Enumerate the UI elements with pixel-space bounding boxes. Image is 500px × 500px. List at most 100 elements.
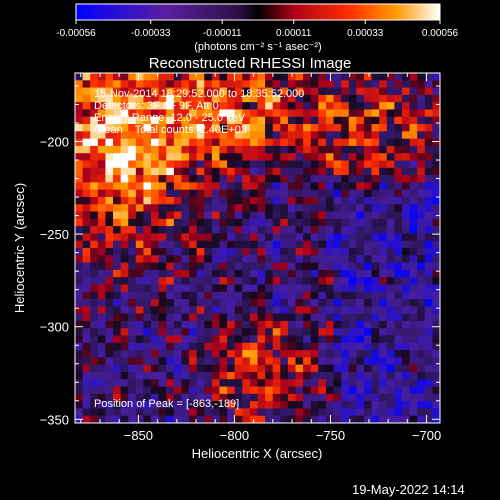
heatmap-cell — [272, 313, 281, 322]
heatmap-cell — [356, 175, 365, 183]
heatmap-cell — [341, 313, 350, 322]
heatmap-cell — [242, 124, 251, 132]
heatmap-cell — [135, 138, 144, 147]
heatmap-cell — [151, 379, 159, 387]
heatmap-cell — [394, 109, 403, 118]
heatmap-cell — [189, 313, 197, 322]
heatmap-cell — [75, 255, 83, 263]
heatmap-cell — [82, 401, 91, 409]
heatmap-cell — [325, 189, 334, 198]
heatmap-cell — [348, 262, 357, 271]
heatmap-cell — [310, 269, 319, 278]
heatmap-cell — [325, 80, 334, 88]
heatmap-cell — [424, 182, 433, 190]
heatmap-cell — [227, 204, 235, 212]
heatmap-cell — [310, 109, 319, 118]
heatmap-cell — [348, 233, 357, 242]
heatmap-cell — [417, 320, 426, 329]
heatmap-cell — [181, 299, 190, 307]
heatmap-cell — [128, 124, 137, 132]
heatmap-cell — [287, 299, 296, 307]
heatmap-cell — [280, 167, 289, 176]
heatmap-cell — [173, 248, 182, 256]
heatmap-cell — [356, 408, 365, 417]
heatmap-cell — [394, 393, 403, 402]
heatmap-cell — [363, 269, 372, 278]
heatmap-cell — [90, 350, 99, 358]
heatmap-cell — [128, 131, 137, 139]
heatmap-cell — [143, 189, 152, 198]
heatmap-cell — [82, 182, 91, 190]
heatmap-cell — [280, 131, 289, 139]
heatmap-cell — [325, 379, 334, 387]
heatmap-cell — [211, 116, 220, 125]
heatmap-cell — [325, 175, 334, 183]
heatmap-cell — [379, 401, 388, 409]
heatmap-cell — [432, 379, 441, 387]
heatmap-cell — [234, 313, 243, 322]
heatmap-cell — [348, 313, 357, 322]
heatmap-cell — [227, 350, 235, 358]
heatmap-cell — [394, 342, 403, 351]
heatmap-cell — [143, 371, 152, 380]
heatmap-cell — [257, 386, 266, 395]
heatmap-cell — [219, 204, 228, 212]
heatmap-cell — [143, 153, 152, 161]
heatmap-cell — [295, 357, 304, 365]
heatmap-cell — [409, 248, 418, 256]
heatmap-cell — [287, 233, 296, 242]
heatmap-cell — [120, 131, 129, 139]
heatmap-cell — [318, 131, 327, 139]
heatmap-cell — [363, 299, 372, 307]
heatmap-cell — [325, 415, 334, 424]
heatmap-cell — [417, 211, 426, 220]
heatmap-cell — [417, 379, 426, 387]
heatmap-cell — [287, 248, 296, 256]
heatmap-cell — [295, 299, 304, 307]
heatmap-cell — [82, 102, 91, 110]
heatmap-cell — [143, 87, 152, 96]
heatmap-cell — [211, 320, 220, 329]
heatmap-cell — [234, 291, 243, 300]
heatmap-cell — [363, 342, 372, 351]
heatmap-cell — [318, 189, 327, 198]
heatmap-cell — [303, 175, 312, 183]
heatmap-cell — [257, 371, 266, 380]
heatmap-cell — [303, 335, 312, 344]
heatmap-cell — [295, 189, 304, 198]
heatmap-cell — [196, 109, 205, 118]
heatmap-cell — [196, 401, 205, 409]
heatmap-cell — [173, 116, 182, 125]
heatmap-cell — [105, 233, 114, 242]
heatmap-cell — [90, 218, 99, 227]
heatmap-cell — [113, 408, 121, 417]
heatmap-cell — [265, 175, 273, 183]
heatmap-cell — [219, 167, 228, 176]
heatmap-cell — [151, 299, 159, 307]
heatmap-cell — [310, 415, 319, 424]
heatmap-cell — [151, 87, 159, 96]
heatmap-cell — [227, 277, 235, 285]
heatmap-cell — [333, 94, 342, 103]
heatmap-cell — [379, 73, 388, 81]
heatmap-cell — [105, 102, 114, 110]
heatmap-cell — [371, 131, 380, 139]
heatmap-cell — [424, 138, 433, 147]
heatmap-cell — [90, 284, 99, 293]
heatmap-cell — [333, 313, 342, 322]
heatmap-cell — [113, 262, 121, 271]
heatmap-cell — [356, 233, 365, 242]
heatmap-cell — [82, 109, 91, 118]
heatmap-cell — [379, 218, 388, 227]
heatmap-cell — [128, 299, 137, 307]
heatmap-cell — [379, 109, 388, 118]
heatmap-cell — [371, 233, 380, 242]
heatmap-cell — [97, 189, 106, 198]
heatmap-cell — [249, 291, 258, 300]
heatmap-cell — [303, 269, 312, 278]
heatmap-cell — [325, 182, 334, 190]
heatmap-cell — [75, 291, 83, 300]
heatmap-cell — [272, 299, 281, 307]
heatmap-cell — [97, 313, 106, 322]
heatmap-cell — [204, 102, 213, 110]
